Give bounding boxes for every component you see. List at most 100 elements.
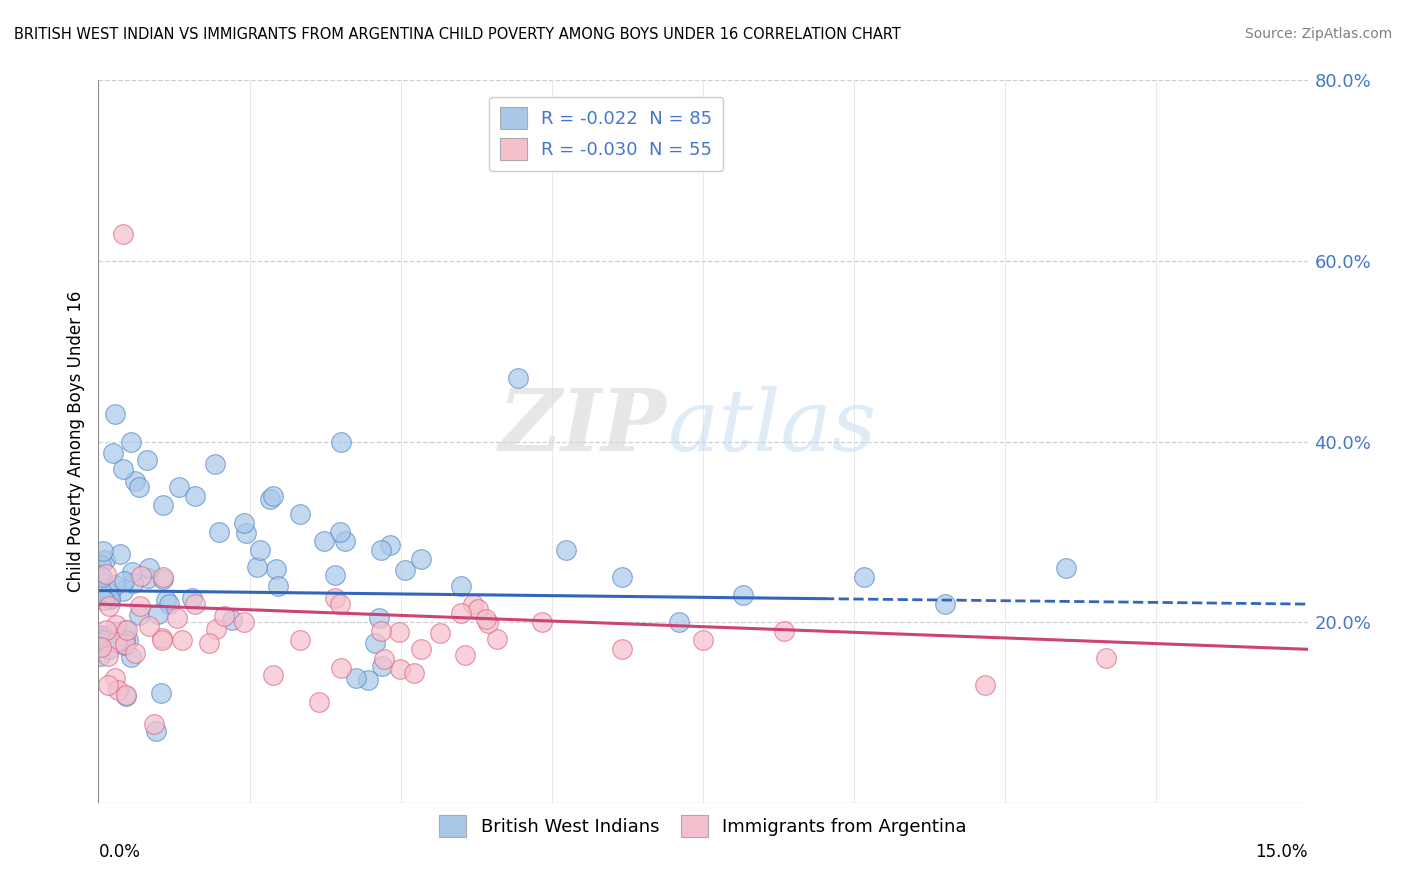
Point	[89, 632, 111, 647]
Point	[98, 586, 121, 600]
Point	[262, 489, 284, 503]
Point	[205, 622, 228, 636]
Point	[150, 686, 173, 700]
Point	[371, 658, 394, 673]
Point	[117, 632, 139, 647]
Point	[93, 543, 115, 558]
Point	[128, 599, 150, 614]
Point	[117, 623, 139, 637]
Point	[208, 524, 231, 539]
Point	[108, 547, 131, 561]
Point	[124, 646, 146, 660]
Point	[974, 678, 997, 692]
Point	[357, 673, 380, 688]
Point	[111, 583, 134, 598]
Point	[329, 661, 352, 675]
Point	[89, 628, 111, 642]
Point	[394, 563, 416, 577]
Text: ZIP: ZIP	[499, 385, 666, 469]
Point	[235, 525, 257, 540]
Point	[245, 560, 267, 574]
Point	[98, 591, 121, 606]
Point	[288, 507, 311, 521]
Point	[214, 609, 236, 624]
Point	[329, 597, 352, 611]
Point	[114, 688, 136, 702]
Point	[111, 227, 134, 241]
Point	[453, 648, 475, 662]
Point	[477, 615, 499, 630]
Point	[104, 635, 127, 649]
Point	[1095, 651, 1118, 665]
Point	[323, 567, 346, 582]
Point	[172, 633, 194, 648]
Point	[152, 572, 174, 586]
Point	[129, 569, 152, 583]
Point	[733, 588, 755, 602]
Point	[97, 649, 120, 664]
Point	[121, 576, 143, 591]
Point	[94, 632, 117, 647]
Point	[267, 579, 290, 593]
Point	[94, 566, 117, 581]
Point	[112, 574, 135, 588]
Point	[772, 624, 794, 639]
Point	[111, 461, 134, 475]
Point	[157, 597, 180, 611]
Text: Source: ZipAtlas.com: Source: ZipAtlas.com	[1244, 27, 1392, 41]
Point	[90, 584, 112, 599]
Point	[128, 480, 150, 494]
Point	[288, 633, 311, 648]
Point	[104, 578, 127, 592]
Point	[145, 723, 167, 738]
Point	[89, 649, 111, 664]
Point	[98, 641, 121, 656]
Point	[388, 625, 411, 640]
Point	[204, 457, 226, 471]
Point	[93, 629, 115, 643]
Point	[485, 632, 508, 646]
Point	[344, 671, 367, 685]
Point	[221, 613, 243, 627]
Point	[121, 566, 143, 580]
Point	[114, 637, 136, 651]
Point	[409, 552, 432, 566]
Point	[232, 615, 254, 630]
Point	[450, 579, 472, 593]
Point	[198, 635, 221, 649]
Point	[138, 619, 160, 633]
Point	[103, 408, 125, 422]
Point	[97, 678, 120, 692]
Point	[120, 649, 142, 664]
Point	[104, 671, 127, 685]
Point	[389, 662, 412, 676]
Point	[232, 516, 254, 530]
Point	[115, 689, 138, 703]
Point	[692, 633, 714, 648]
Point	[90, 640, 112, 655]
Point	[1054, 561, 1077, 575]
Point	[138, 561, 160, 575]
Point	[373, 651, 395, 665]
Point	[370, 542, 392, 557]
Point	[107, 635, 129, 649]
Point	[612, 570, 634, 584]
Point	[181, 591, 204, 606]
Point	[120, 434, 142, 449]
Point	[128, 607, 150, 622]
Point	[262, 668, 284, 682]
Point	[333, 533, 356, 548]
Point	[112, 639, 135, 653]
Point	[370, 624, 392, 639]
Point	[135, 452, 157, 467]
Point	[152, 498, 174, 512]
Text: 0.0%: 0.0%	[98, 843, 141, 861]
Point	[167, 480, 190, 494]
Point	[184, 597, 207, 611]
Point	[475, 612, 498, 626]
Point	[367, 611, 389, 625]
Point	[555, 542, 578, 557]
Point	[429, 626, 451, 640]
Point	[105, 617, 128, 632]
Point	[114, 624, 136, 638]
